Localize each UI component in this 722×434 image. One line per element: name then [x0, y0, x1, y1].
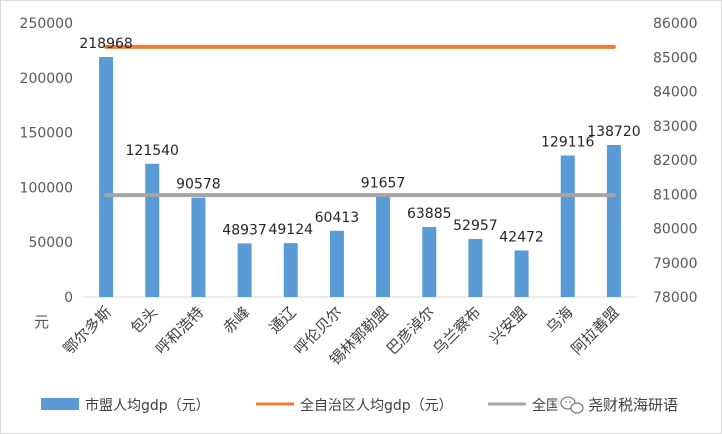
legend: 市盟人均gdp（元） 全自治区人均gdp（元） 全国	[41, 397, 560, 414]
category-label: 鄂尔多斯	[60, 303, 115, 358]
right-axis-tick-label: 80000	[653, 222, 698, 238]
right-axis-tick-label: 79000	[653, 256, 698, 272]
left-axis-tick-label: 0	[64, 290, 73, 306]
bar	[329, 230, 344, 297]
category-label: 阿拉善盟	[568, 303, 623, 358]
bar	[99, 57, 114, 297]
right-axis-ticks: 78000 79000 80000 81000 82000 83000 84000 85000…	[653, 16, 698, 306]
legend-label-bar: 市盟人均gdp（元）	[85, 397, 210, 414]
bar	[560, 155, 575, 297]
category-label: 乌海	[543, 303, 577, 337]
y-axis-unit-label: 元	[34, 313, 49, 331]
bar	[145, 163, 160, 297]
data-label: 90578	[176, 177, 221, 193]
right-axis-tick-label: 82000	[653, 153, 698, 169]
watermark: 尧财税海研语	[557, 393, 709, 417]
right-axis-tick-label: 84000	[653, 85, 698, 101]
data-label: 52957	[453, 218, 498, 234]
bar	[468, 238, 483, 297]
data-label: 60413	[315, 210, 360, 226]
data-label: 218968	[79, 36, 132, 52]
left-axis-tick-label: 100000	[20, 180, 73, 196]
right-axis-tick-label: 78000	[653, 290, 698, 306]
left-axis-tick-label: 200000	[20, 71, 73, 87]
bar	[283, 243, 298, 297]
bar	[514, 250, 529, 297]
data-label: 138720	[587, 124, 640, 140]
bar	[237, 243, 252, 297]
legend-label-national-line: 全国	[532, 397, 560, 414]
bar	[376, 196, 391, 297]
left-axis-ticks: 0 50000 100000 150000 200000 250000	[20, 16, 73, 306]
wechat-icon	[560, 396, 584, 414]
category-label: 乌兰察布	[429, 303, 484, 358]
data-label: 121540	[126, 143, 179, 159]
data-label: 129116	[541, 134, 595, 150]
legend-swatch-bar	[41, 398, 79, 410]
right-axis-tick-label: 81000	[653, 187, 698, 203]
left-axis-tick-label: 150000	[20, 126, 73, 142]
category-label: 通辽	[266, 303, 300, 337]
category-label: 巴彦淖尔	[383, 303, 438, 358]
bar	[422, 226, 437, 297]
data-label: 42472	[499, 229, 544, 245]
data-label: 91657	[361, 176, 406, 192]
right-axis-tick-label: 86000	[653, 16, 698, 32]
line-series	[104, 44, 616, 198]
category-label: 呼和浩特	[152, 303, 207, 358]
category-label: 包头	[127, 303, 161, 337]
left-axis-tick-label: 50000	[28, 235, 73, 251]
bar	[606, 144, 621, 297]
data-label: 49124	[268, 222, 313, 238]
bar	[191, 197, 206, 297]
watermark-text: 尧财税海研语	[588, 396, 678, 414]
legend-label-region-line: 全自治区人均gdp（元）	[300, 397, 453, 414]
right-axis-tick-label: 83000	[653, 119, 698, 135]
right-axis-tick-label: 85000	[653, 50, 698, 66]
category-label: 兴安盟	[486, 303, 531, 348]
data-label: 63885	[407, 206, 452, 222]
left-axis-tick-label: 250000	[20, 16, 73, 32]
bar-series	[99, 57, 621, 297]
category-label: 赤峰	[219, 303, 253, 337]
data-label: 48937	[222, 222, 267, 238]
